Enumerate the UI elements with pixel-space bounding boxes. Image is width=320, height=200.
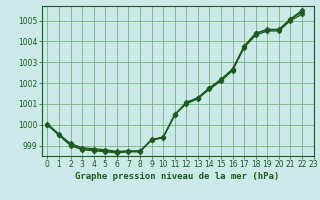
X-axis label: Graphe pression niveau de la mer (hPa): Graphe pression niveau de la mer (hPa) bbox=[76, 172, 280, 181]
